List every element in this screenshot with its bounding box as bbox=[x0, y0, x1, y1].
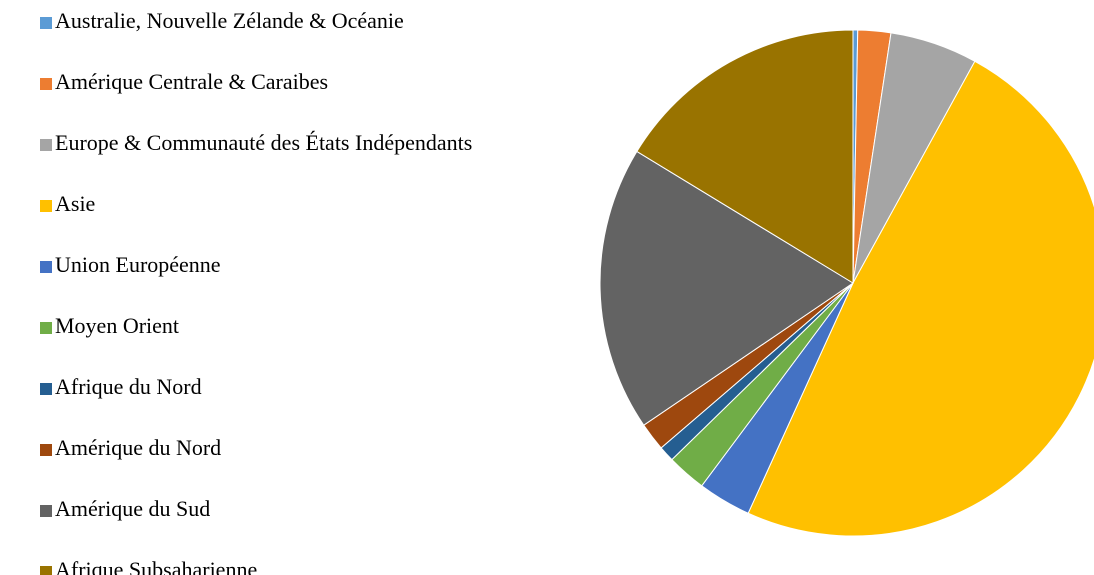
legend-swatch bbox=[40, 17, 52, 29]
legend-swatch bbox=[40, 78, 52, 90]
legend-swatch bbox=[40, 383, 52, 395]
legend-swatch bbox=[40, 444, 52, 456]
pie-slice bbox=[636, 29, 854, 284]
legend-swatch bbox=[40, 505, 52, 517]
legend-swatch bbox=[40, 261, 52, 273]
legend-label: Union Européenne bbox=[55, 252, 221, 277]
legend-swatch bbox=[40, 200, 52, 212]
legend-swatch bbox=[40, 139, 52, 151]
legend-label: Amérique du Sud bbox=[55, 496, 210, 521]
legend-label: Afrique Subsaharienne bbox=[55, 557, 257, 575]
legend-label: Afrique du Nord bbox=[55, 374, 202, 399]
legend-label: Europe & Communauté des États Indépendan… bbox=[55, 130, 472, 155]
legend-label: Amérique du Nord bbox=[55, 435, 221, 460]
legend-label: Moyen Orient bbox=[55, 313, 179, 338]
legend-label: Asie bbox=[55, 191, 95, 216]
legend-swatch bbox=[40, 566, 52, 575]
pie-slice bbox=[747, 60, 1094, 537]
legend-label: Amérique Centrale & Caraibes bbox=[55, 69, 328, 94]
legend-label: Australie, Nouvelle Zélande & Océanie bbox=[55, 8, 404, 33]
legend-swatch bbox=[40, 322, 52, 334]
pie-slice bbox=[599, 150, 854, 426]
